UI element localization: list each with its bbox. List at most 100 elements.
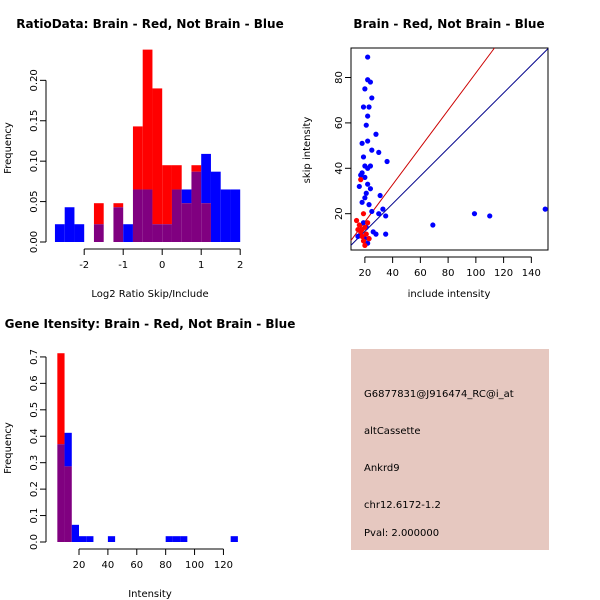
- point-not-brain: [365, 181, 371, 187]
- point-not-brain: [377, 192, 383, 199]
- y-tick-label: 0.6: [29, 375, 40, 391]
- bar-overlap: [171, 189, 182, 242]
- y-tick-label: 0.0: [29, 534, 40, 550]
- point-not-brain: [366, 202, 372, 208]
- x-tick-label: 80: [442, 268, 455, 279]
- pval: Pval: 2.000000: [364, 528, 439, 539]
- bar-brain: [191, 165, 202, 172]
- bar-overlap: [64, 466, 72, 542]
- y-tick-label: 80: [334, 71, 345, 84]
- point-not-brain: [362, 174, 368, 180]
- ratio-histogram-xlabel: Log2 Ratio Skip/Include: [91, 289, 208, 300]
- blue-fit-line: [350, 48, 549, 246]
- x-tick-label: 20: [73, 560, 86, 571]
- point-not-brain: [359, 140, 365, 146]
- bar-not-brain: [74, 224, 85, 242]
- info-panel-background: [351, 349, 549, 550]
- bar-brain: [171, 165, 182, 190]
- y-tick-label: 0.7: [29, 349, 40, 365]
- x-tick-label: 1: [198, 260, 204, 271]
- bar-not-brain: [220, 189, 231, 242]
- point-not-brain: [384, 158, 390, 165]
- scatter-xlabel: include intensity: [408, 289, 491, 300]
- point-not-brain: [430, 222, 436, 228]
- point-brain: [359, 233, 365, 239]
- bar-brain: [57, 353, 65, 445]
- x-tick-label: -1: [118, 260, 128, 271]
- x-tick-label: 2: [237, 260, 243, 271]
- gene-intensity-xlabel: Intensity: [128, 589, 172, 600]
- bar-overlap: [191, 171, 202, 242]
- bar-not-brain: [79, 536, 87, 542]
- point-not-brain: [542, 206, 548, 212]
- bar-overlap: [201, 203, 211, 242]
- bar-not-brain: [64, 207, 75, 242]
- point-not-brain: [373, 131, 379, 137]
- x-tick-label: 40: [102, 560, 115, 571]
- point-not-brain: [359, 199, 365, 205]
- point-not-brain: [471, 211, 478, 217]
- y-tick-label: 60: [334, 117, 345, 130]
- gene-intensity-ylabel: Frequency: [3, 422, 14, 474]
- red-fit-line: [350, 47, 495, 241]
- point-brain: [358, 177, 364, 183]
- point-not-brain: [369, 147, 375, 153]
- bar-not-brain: [172, 536, 181, 542]
- y-tick-label: 0.1: [29, 508, 40, 524]
- x-tick-label: 20: [359, 268, 372, 279]
- bar-not-brain: [64, 432, 72, 467]
- y-tick-label: 40: [334, 162, 345, 175]
- y-tick-label: 0.4: [29, 428, 40, 444]
- ratio-histogram-bars: [54, 49, 241, 242]
- point-not-brain: [360, 154, 367, 160]
- x-tick-label: 100: [185, 560, 204, 571]
- bar-brain: [152, 88, 163, 225]
- x-tick-label: 60: [414, 268, 427, 279]
- y-tick-label: 0.00: [29, 231, 40, 253]
- x-tick-label: 0: [159, 260, 165, 271]
- point-not-brain: [367, 186, 374, 192]
- bar-brain: [113, 203, 124, 208]
- y-tick-label: 0.2: [29, 481, 40, 497]
- point-not-brain: [373, 231, 379, 237]
- x-tick-label: 120: [214, 560, 233, 571]
- bar-overlap: [152, 224, 163, 242]
- point-brain: [366, 236, 372, 242]
- bar-not-brain: [201, 153, 211, 204]
- point-brain: [356, 222, 362, 228]
- bar-overlap: [132, 189, 143, 242]
- gene-intensity-bars: [57, 353, 238, 542]
- point-brain: [362, 224, 368, 230]
- scatter-axes: 20 40 60 80 100 120 140 20 40 60 80: [334, 71, 541, 279]
- scatter-points: [353, 54, 548, 249]
- y-tick-label: 0.15: [29, 110, 40, 132]
- scatter-ylabel: skip intensity: [302, 117, 313, 184]
- scatter-title: Brain - Red, Not Brain - Blue: [353, 17, 544, 31]
- x-tick-label: 140: [522, 268, 541, 279]
- point-not-brain: [383, 231, 389, 237]
- y-tick-label: 0.05: [29, 190, 40, 212]
- point-not-brain: [360, 220, 367, 226]
- point-not-brain: [362, 86, 368, 92]
- point-not-brain: [487, 213, 493, 219]
- bar-not-brain: [230, 536, 238, 542]
- bar-not-brain: [71, 524, 79, 542]
- ratio-histogram-ylabel: Frequency: [3, 122, 14, 174]
- bar-overlap: [113, 207, 124, 242]
- genomic-location: chr12.6172-1.2: [364, 500, 441, 511]
- x-tick-label: -2: [79, 260, 89, 271]
- point-not-brain: [355, 233, 361, 239]
- bar-not-brain: [123, 224, 133, 242]
- point-brain: [360, 211, 367, 217]
- x-tick-label: 80: [159, 560, 172, 571]
- point-not-brain: [380, 206, 386, 212]
- bar-not-brain: [165, 536, 173, 542]
- gene-intensity-axes: 20 40 60 80 100 120 0.0 0.1 0.2 0.3 0.4 0.5 0.6 0.7: [29, 349, 233, 571]
- point-not-brain: [369, 95, 375, 101]
- point-brain: [360, 238, 367, 244]
- point-not-brain: [366, 104, 372, 110]
- point-brain: [363, 231, 369, 237]
- bar-not-brain: [180, 536, 188, 542]
- point-brain: [355, 226, 361, 233]
